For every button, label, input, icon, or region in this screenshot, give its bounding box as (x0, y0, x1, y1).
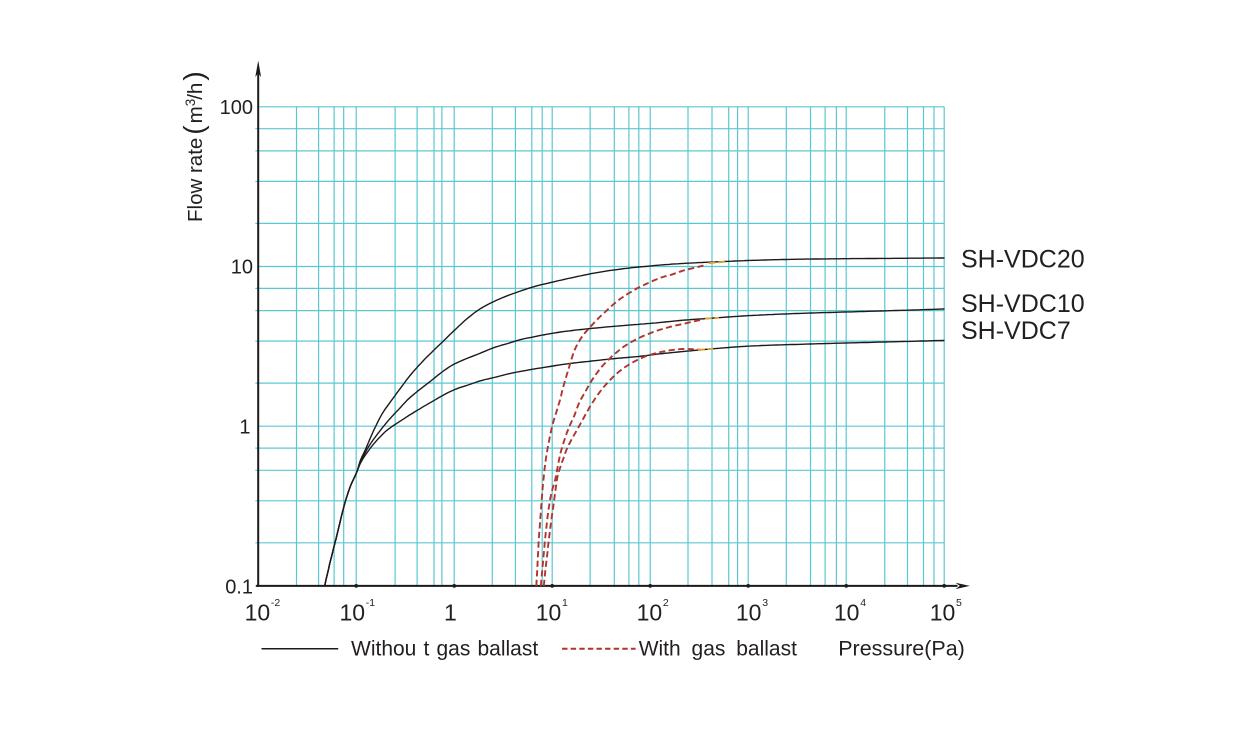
svg-text:4: 4 (860, 597, 866, 609)
svg-text:1: 1 (562, 597, 568, 609)
svg-text:Pressure(Pa): Pressure(Pa) (838, 636, 965, 660)
svg-text:SH-VDC20: SH-VDC20 (961, 245, 1085, 273)
svg-text:SH-VDC7: SH-VDC7 (961, 317, 1071, 345)
svg-text:With gas ballast: With gas ballast (639, 637, 797, 660)
svg-text:10: 10 (536, 600, 562, 626)
svg-text:100: 100 (220, 97, 253, 119)
svg-text:10: 10 (834, 600, 860, 626)
svg-text:10: 10 (736, 600, 762, 626)
svg-text:2: 2 (663, 597, 669, 609)
svg-text:-2: -2 (271, 597, 280, 609)
svg-text:1: 1 (239, 416, 250, 438)
svg-text:10: 10 (930, 600, 956, 626)
svg-text:0.1: 0.1 (225, 577, 253, 599)
svg-text:5: 5 (956, 597, 962, 609)
svg-text:Withou t gas ballast: Withou t gas ballast (351, 637, 538, 660)
svg-text:10: 10 (245, 600, 271, 626)
svg-text:-1: -1 (366, 597, 375, 609)
svg-text:3: 3 (762, 597, 768, 609)
svg-text:Flow rate(m3/h): Flow rate(m3/h) (178, 71, 209, 222)
svg-text:1: 1 (444, 600, 457, 626)
svg-text:10: 10 (340, 600, 366, 626)
svg-text:10: 10 (637, 600, 663, 626)
svg-text:SH-VDC10: SH-VDC10 (961, 290, 1085, 318)
svg-text:10: 10 (231, 257, 253, 279)
